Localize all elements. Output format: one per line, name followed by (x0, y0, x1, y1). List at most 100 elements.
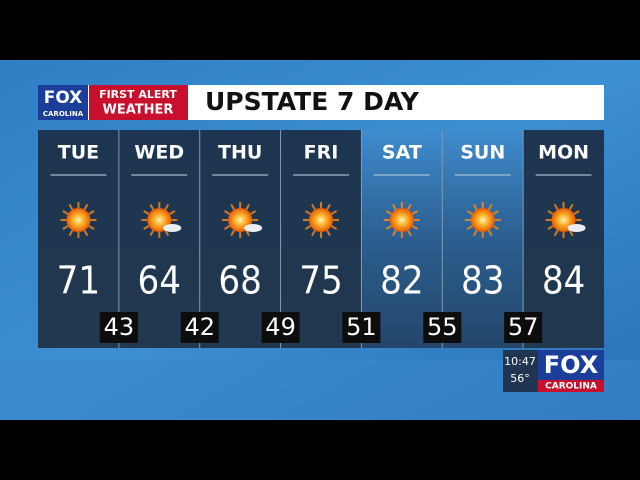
sun-ray (88, 210, 95, 215)
sun-ray (143, 210, 150, 215)
sun-ray (326, 229, 331, 237)
bug-brand: FOX (544, 351, 599, 379)
bug-time: 10:47 (504, 355, 536, 368)
sun-ray (330, 225, 338, 230)
bug-station: CAROLINA (545, 382, 597, 392)
sun-ray (230, 203, 236, 211)
sun-ray (411, 225, 418, 230)
day-name: WED (134, 142, 184, 164)
sun-ray (406, 203, 412, 211)
alert-line1: FIRST ALERT (99, 88, 177, 101)
sun-ray (553, 229, 559, 237)
sun-ray (547, 210, 554, 215)
sun-icon (470, 208, 495, 232)
logo-brand: FOX (44, 88, 83, 108)
day-column (118, 130, 200, 348)
cloud-icon (163, 224, 182, 232)
low-box (342, 312, 381, 343)
bug-temperature: 56° (510, 372, 530, 385)
sun-ray (385, 210, 392, 215)
low-temp: 42 (184, 313, 215, 341)
low-temp: 57 (508, 313, 539, 341)
low-box (99, 312, 138, 343)
high-temp: 84 (542, 259, 586, 303)
sun-ray (472, 229, 478, 237)
high-temp: 83 (461, 259, 505, 303)
low-box (261, 312, 300, 343)
sun-ray (553, 203, 559, 211)
sun-icon (309, 208, 333, 232)
sun-ray (466, 225, 473, 230)
cloud-icon (567, 224, 586, 232)
sun-ray (164, 203, 170, 211)
day-column (280, 130, 362, 348)
low-box (180, 312, 219, 343)
sun-ray (149, 203, 155, 211)
sun-ray (143, 225, 150, 230)
sun-ray (330, 210, 338, 215)
sun-ray (406, 229, 412, 237)
sun-ray (250, 210, 257, 215)
sun-ray (164, 229, 170, 237)
sun-ray (169, 210, 176, 215)
logo-station: CAROLINA (43, 110, 84, 118)
sun-ray (304, 225, 312, 230)
sun-ray (83, 203, 89, 211)
sun-ray (62, 225, 69, 230)
bug-station-box (538, 380, 604, 392)
day-column (523, 130, 604, 348)
low-temp: 49 (265, 313, 296, 341)
day-name: THU (218, 142, 262, 164)
sun-ray (149, 229, 155, 237)
alert-box (89, 85, 188, 120)
sun-ray (311, 229, 316, 237)
day-column (38, 130, 119, 348)
bug-box (503, 350, 538, 392)
low-box (504, 312, 543, 343)
day-name: SAT (382, 142, 422, 164)
cloud-icon (244, 224, 263, 232)
day-column (199, 130, 281, 348)
sun-ray (472, 203, 478, 211)
day-name: FRI (304, 142, 339, 164)
sun-ray (547, 225, 554, 230)
sun-ray (573, 210, 580, 215)
sun-ray (492, 225, 499, 230)
sun-ray (411, 210, 418, 215)
sun-ray (88, 225, 95, 230)
sun-ray (568, 229, 574, 237)
sun-icon (66, 208, 91, 232)
sun-ray (245, 229, 251, 237)
sun-ray (62, 210, 69, 215)
high-temp: 82 (380, 259, 424, 303)
high-temp: 64 (138, 259, 182, 303)
sun-ray (230, 229, 236, 237)
sun-ray (391, 203, 397, 211)
sun-ray (224, 225, 231, 230)
alert-line2: WEATHER (103, 103, 174, 118)
sun-ray (68, 229, 74, 237)
forecast-panel: TUE 71 WED 64 THU 68 FRI 75 SAT 82 SUN 83 MON 84 43 42 4… (38, 130, 604, 348)
sun-ray (311, 203, 316, 211)
sun-ray (487, 203, 493, 211)
sun-ray (487, 229, 493, 237)
high-temp: 68 (218, 259, 262, 303)
sun-ray (568, 203, 574, 211)
sun-ray (326, 203, 331, 211)
sun-ray (224, 210, 231, 215)
high-temp: 71 (57, 259, 101, 303)
sun-ray (68, 203, 74, 211)
sun-ray (245, 203, 251, 211)
low-temp: 55 (427, 313, 458, 341)
title: UPSTATE 7 DAY (205, 87, 420, 116)
sun-ray (391, 229, 397, 237)
sun-icon (389, 208, 414, 232)
low-temp: 51 (346, 313, 377, 341)
day-column (361, 130, 443, 348)
sun-ray (492, 210, 499, 215)
high-temp: 75 (299, 259, 343, 303)
day-name: SUN (460, 142, 505, 164)
logo-box (38, 85, 88, 120)
low-temp: 43 (104, 313, 135, 341)
